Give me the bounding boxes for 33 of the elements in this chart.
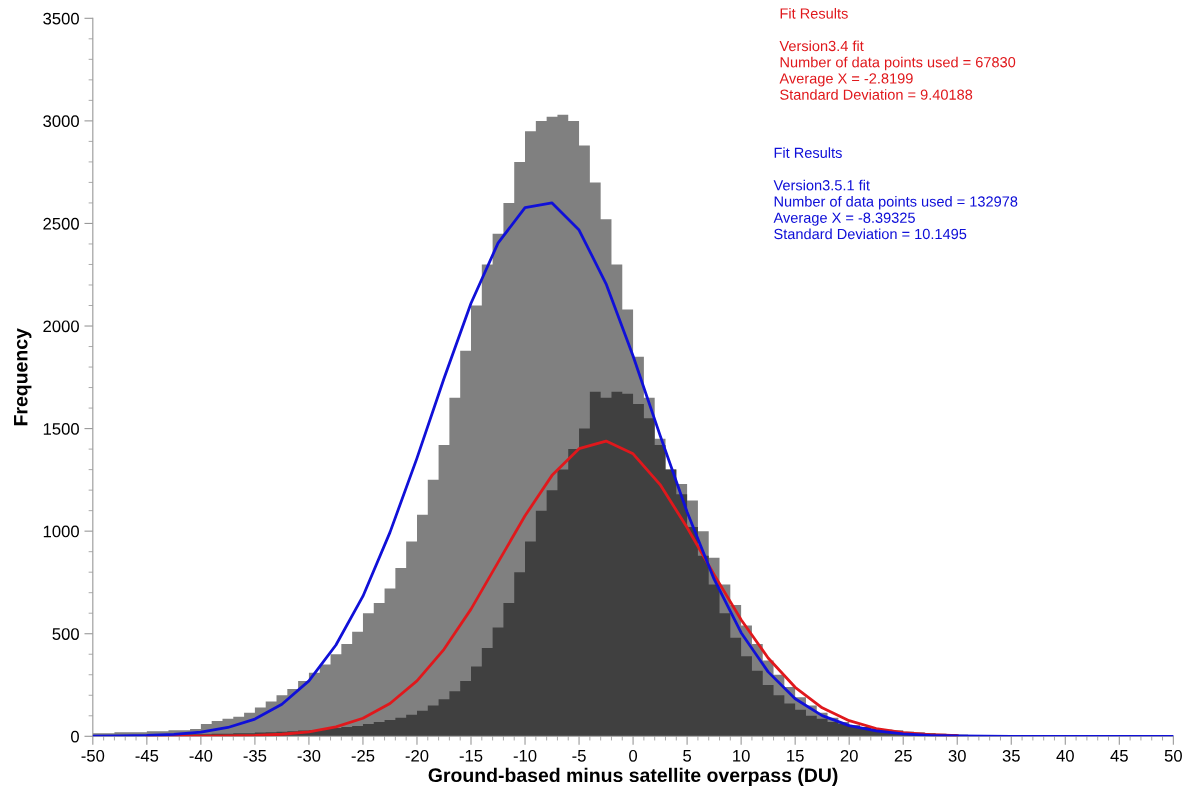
y-tick-label: 2000: [43, 320, 79, 333]
y-tick-label: 1000: [43, 525, 79, 538]
x-tick-label: -15: [459, 750, 483, 762]
x-tick-label: 10: [733, 749, 750, 762]
x-tick-label: -30: [297, 749, 321, 762]
x-tick-label: 25: [894, 749, 912, 762]
x-tick-label: -25: [351, 749, 375, 762]
x-tick-label: 35: [1002, 749, 1020, 762]
y-tick-label: 3000: [43, 115, 79, 128]
x-tick-label: 50: [1164, 749, 1182, 762]
y-tick-label: 1500: [43, 422, 79, 435]
x-tick-label: 20: [840, 749, 858, 762]
y-tick-label: 0: [71, 730, 79, 743]
x-axis-title: Ground-based minus satellite overpass (DU): [428, 767, 838, 786]
x-tick-label: 15: [787, 750, 804, 762]
y-tick-label: 500: [52, 628, 79, 640]
text: Fit Results Version3.5.1 fit Number of data points used = 132978 Average X = -8.39325 Standard Deviation = 10.1495: [773, 147, 1018, 240]
x-tick-label: 5: [683, 750, 692, 762]
text: Fit Results Version3.4 fit Number of data points used = 67830 Average X = -2.8199 Standard Deviation = 9.40188: [779, 7, 1016, 100]
y-tick-label: 2500: [43, 217, 79, 230]
x-tick-label: 40: [1056, 749, 1074, 762]
x-tick-label: 0: [629, 749, 638, 762]
y-axis-title: Frequency: [14, 328, 32, 426]
x-tick-label: 30: [948, 749, 966, 762]
x-tick-label: -45: [135, 750, 159, 762]
x-tick-label: 45: [1110, 750, 1128, 762]
x-tick-label: -40: [189, 749, 213, 762]
y-tick-label: 3500: [43, 12, 79, 25]
x-tick-label: -5: [572, 750, 586, 762]
x-tick-label: -50: [81, 749, 105, 762]
x-tick-label: -35: [243, 749, 267, 762]
x-tick-label: -10: [513, 749, 537, 762]
x-tick-label: -20: [405, 749, 429, 762]
